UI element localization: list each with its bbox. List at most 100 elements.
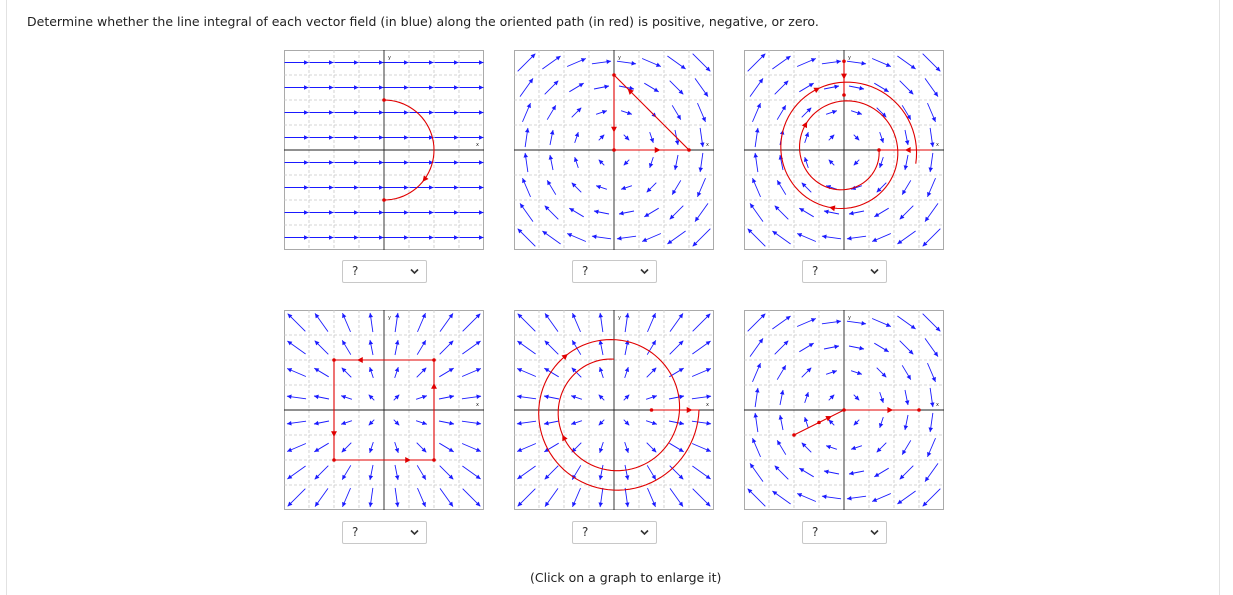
field-arrow — [904, 389, 910, 406]
field-arrow — [927, 362, 936, 383]
field-arrow — [544, 313, 559, 332]
field-arrow — [416, 367, 427, 378]
field-arrow — [874, 207, 889, 218]
answer-select-4[interactable]: ? — [342, 521, 427, 544]
field-arrow — [516, 394, 537, 400]
answer-select-5[interactable]: ? — [572, 521, 657, 544]
path-point — [332, 358, 336, 362]
path-point — [842, 93, 846, 97]
path-arrow — [841, 73, 847, 80]
field-arrow — [341, 465, 352, 480]
answer-select-1[interactable]: ? — [342, 260, 427, 283]
field-arrow — [778, 414, 784, 431]
field-arrow — [673, 154, 679, 171]
field-arrow — [747, 313, 766, 332]
field-arrow — [462, 488, 481, 507]
field-arrow — [697, 177, 706, 198]
field-arrow — [646, 367, 657, 378]
field-arrow — [901, 365, 912, 380]
field-arrow — [284, 185, 309, 190]
field-arrow — [394, 339, 400, 356]
path-arrow — [357, 357, 363, 363]
field-arrow — [796, 58, 817, 67]
field-arrow — [572, 312, 581, 333]
field-arrow — [284, 110, 309, 115]
vector-field — [284, 60, 484, 240]
field-arrow — [516, 368, 537, 377]
field-arrow — [461, 443, 482, 452]
field-arrow — [409, 185, 434, 190]
graph-canvas: xy — [514, 50, 714, 250]
field-arrow — [573, 156, 579, 169]
field-arrow — [309, 110, 334, 115]
field-arrow — [544, 488, 559, 507]
field-arrow — [341, 442, 352, 453]
field-arrow — [801, 442, 812, 453]
field-arrow — [359, 160, 384, 165]
field-arrow — [623, 419, 630, 426]
answer-select-3[interactable]: ? — [802, 260, 887, 283]
field-arrow — [334, 235, 359, 240]
field-arrow — [747, 228, 766, 247]
vector-field — [516, 312, 712, 508]
field-arrow — [692, 465, 711, 480]
field-arrow — [772, 490, 791, 505]
path-arrow — [904, 147, 911, 153]
field-arrow — [340, 420, 353, 426]
answer-select-2[interactable]: ? — [572, 260, 657, 283]
field-arrow — [368, 464, 374, 481]
field-arrow — [899, 340, 914, 355]
field-arrow — [749, 203, 764, 222]
field-arrow — [774, 340, 789, 355]
field-arrow — [287, 313, 306, 332]
field-arrow — [434, 185, 459, 190]
field-arrow — [384, 135, 409, 140]
field-arrow — [876, 442, 887, 453]
field-arrow — [692, 488, 711, 507]
field-arrow — [821, 494, 842, 500]
field-arrow — [669, 442, 684, 453]
x-axis-label: x — [476, 142, 479, 148]
graph-canvas: xy — [284, 50, 484, 250]
graph-canvas: xy — [514, 310, 714, 510]
field-arrow — [644, 82, 659, 93]
field-arrow — [598, 441, 604, 454]
field-arrow — [922, 313, 941, 332]
field-arrow — [929, 387, 935, 408]
path-arrow — [887, 407, 894, 413]
field-arrow — [591, 234, 612, 240]
field-arrow — [850, 445, 863, 451]
field-arrow — [694, 203, 709, 222]
field-arrow — [871, 58, 892, 67]
field-arrow — [874, 82, 889, 93]
field-arrow — [416, 340, 427, 355]
field-arrow — [598, 134, 605, 141]
field-arrow — [542, 55, 561, 70]
field-arrow — [876, 367, 887, 378]
chevron-down-icon — [870, 529, 879, 536]
field-arrow — [876, 182, 887, 193]
field-arrow — [522, 177, 531, 198]
path-arrow — [331, 431, 337, 437]
field-arrow — [416, 465, 427, 480]
field-arrow — [548, 154, 554, 171]
field-arrow — [459, 60, 484, 65]
field-arrow — [853, 134, 860, 141]
field-arrow — [459, 160, 484, 165]
field-arrow — [853, 394, 860, 401]
path-point — [382, 98, 386, 102]
path-arrow — [825, 416, 832, 422]
path-point — [649, 408, 654, 412]
field-arrow — [409, 210, 434, 215]
field-arrow — [384, 85, 409, 90]
answer-select-6[interactable]: ? — [802, 521, 887, 544]
field-arrow — [572, 487, 581, 508]
field-arrow — [334, 185, 359, 190]
field-arrow — [359, 185, 384, 190]
